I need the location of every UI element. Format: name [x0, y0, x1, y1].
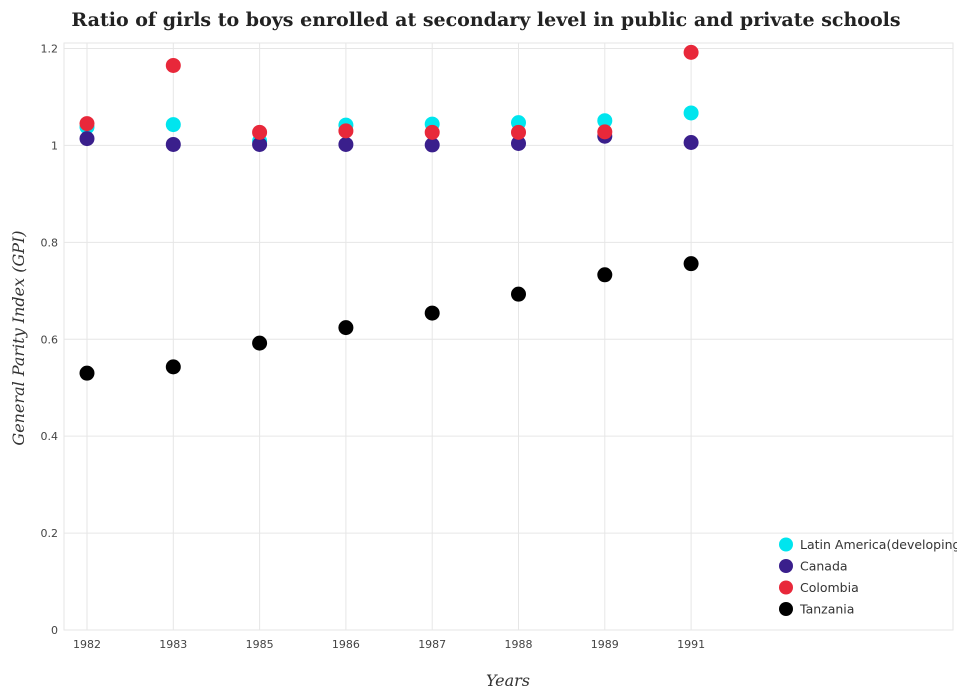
point-colombia-1985: [252, 124, 268, 140]
point-colombia-1986: [338, 123, 354, 139]
x-tick-label: 1986: [332, 638, 360, 651]
x-tick-label: 1988: [505, 638, 533, 651]
x-tick-label: 1983: [159, 638, 187, 651]
chart-title: Ratio of girls to boys enrolled at secon…: [71, 9, 900, 31]
point-colombia-1982: [79, 116, 95, 132]
point-tanzania-1987: [424, 305, 440, 321]
legend-swatch-colombia: [779, 580, 793, 595]
x-tick-label: 1989: [591, 638, 619, 651]
point-tanzania-1986: [338, 320, 354, 336]
legend-label-tanzania: Tanzania: [799, 602, 854, 617]
point-colombia-1983: [165, 57, 181, 73]
point-colombia-1987: [424, 124, 440, 140]
legend-label-canada: Canada: [800, 559, 848, 574]
legend-swatch-latin-america-developing-only-: [779, 537, 793, 552]
y-tick-label: 1: [51, 139, 58, 152]
point-colombia-1991: [683, 44, 699, 60]
legend-label-colombia: Colombia: [800, 580, 859, 595]
legend-swatch-tanzania: [779, 602, 793, 616]
y-tick-label: 1.2: [41, 43, 59, 56]
point-latin-america-developing-only--1983: [165, 117, 181, 133]
point-canada-1991: [683, 135, 699, 151]
x-axis-label: Years: [486, 671, 530, 690]
point-colombia-1989: [597, 124, 613, 140]
y-tick-labels: 0 0.2 0.4 0.6 0.8 1 1.2: [41, 43, 59, 638]
point-latin-america-developing-only--1989: [597, 113, 613, 129]
y-tick-label: 0: [51, 624, 58, 637]
point-latin-america-developing-only--1991: [683, 105, 699, 121]
y-tick-label: 0.6: [41, 333, 59, 346]
plot-area: [63, 42, 954, 631]
point-colombia-1988: [511, 124, 526, 140]
legend-label-latin-america-developing-only-: Latin America(developing only): [800, 537, 957, 552]
point-tanzania-1985: [252, 335, 268, 351]
point-tanzania-1983: [165, 359, 181, 375]
legend: Latin America(developing only) Canada Colo…: [779, 537, 957, 617]
y-axis-label: General Parity Index (GPI): [9, 230, 28, 445]
point-tanzania-1991: [683, 256, 699, 272]
x-tick-label: 1982: [73, 638, 101, 651]
point-canada-1985: [252, 136, 268, 152]
y-tick-label: 0.8: [41, 236, 59, 249]
legend-swatch-canada: [779, 559, 793, 573]
point-canada-1988: [511, 135, 526, 151]
y-tick-label: 0.4: [41, 430, 59, 443]
point-tanzania-1982: [79, 365, 95, 381]
x-tick-labels: 1982 1983 1985 1986 1987 1988 1989 1991: [73, 638, 705, 651]
point-canada-1983: [165, 136, 181, 152]
x-tick-label: 1991: [677, 638, 705, 651]
point-canada-1986: [338, 136, 354, 152]
data-points: [79, 44, 699, 381]
point-tanzania-1989: [597, 267, 613, 283]
point-canada-1987: [424, 137, 440, 153]
point-canada-1982: [79, 131, 95, 147]
x-tick-label: 1985: [246, 638, 274, 651]
x-tick-label: 1987: [418, 638, 446, 651]
point-tanzania-1988: [511, 286, 526, 302]
y-tick-label: 0.2: [41, 527, 59, 540]
